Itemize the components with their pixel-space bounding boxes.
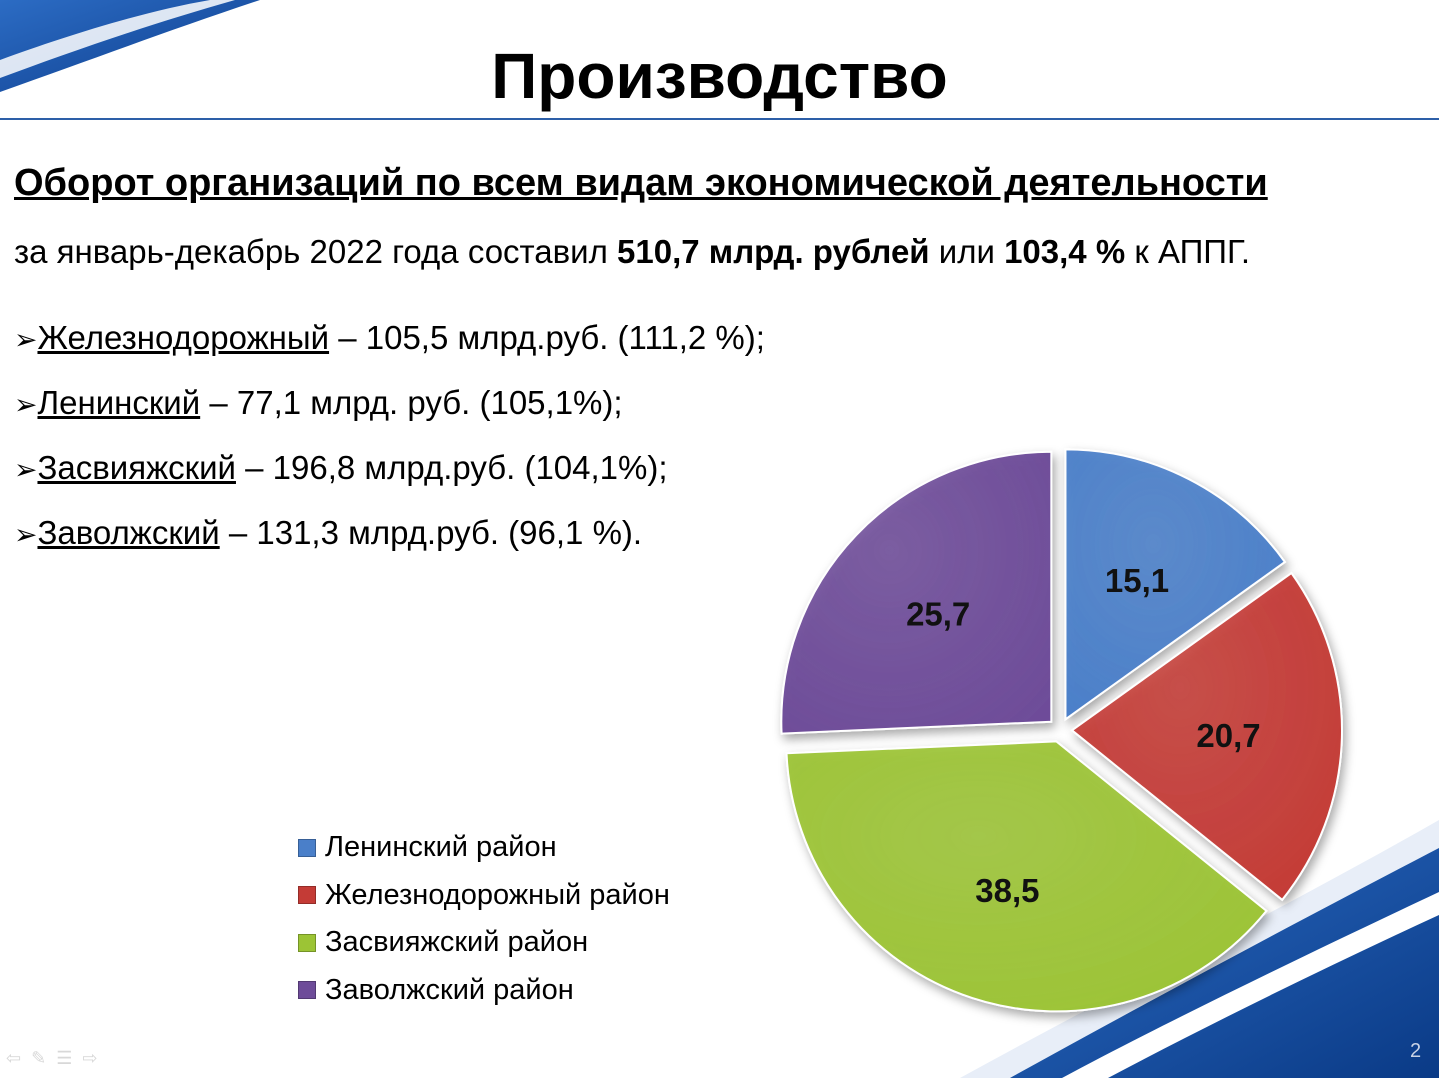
legend-item: Заволжский район [298, 967, 670, 1015]
summary-middle: или [929, 233, 1005, 270]
district-name: Заволжский [37, 514, 220, 551]
district-value: – 77,1 млрд. руб. (105,1%); [200, 384, 623, 421]
legend-swatch [298, 886, 316, 905]
arrow-right-icon[interactable]: ⇨ [82, 1048, 98, 1068]
top-left-swoosh [0, 0, 260, 92]
summary-line: за январь-декабрь 2022 года составил 510… [14, 230, 1250, 274]
district-item-zasviyazhsky: ➢Засвияжский – 196,8 млрд.руб. (104,1%); [14, 446, 668, 492]
arrow-left-icon[interactable]: ⇦ [6, 1048, 22, 1068]
legend-swatch [298, 933, 316, 952]
pie-slice [780, 450, 1053, 735]
legend-label: Заволжский район [325, 973, 574, 1006]
legend-swatch [298, 981, 316, 1000]
district-value: – 131,3 млрд.руб. (96,1 %). [219, 514, 643, 551]
bullet-arrow-icon: ➢ [14, 324, 38, 355]
pie-data-label: 38,5 [975, 872, 1039, 909]
bullet-arrow-icon: ➢ [14, 454, 38, 485]
summary-suffix: к АППГ. [1125, 233, 1251, 270]
district-name: Засвияжский [37, 449, 236, 486]
menu-icon[interactable]: ☰ [56, 1048, 73, 1068]
district-name: Железнодорожный [37, 319, 330, 356]
district-item-zavolzhsky: ➢Заволжский – 131,3 млрд.руб. (96,1 %). [14, 511, 642, 557]
pie-slice [1070, 571, 1343, 902]
bullet-arrow-icon: ➢ [14, 389, 38, 420]
pie-data-label: 15,1 [1105, 562, 1169, 599]
legend-item: Железнодорожный район [298, 872, 670, 920]
slideshow-nav: ⇦ ✎ ☰ ⇨ [6, 1048, 97, 1069]
pie-slice [1064, 448, 1287, 722]
bullet-arrow-icon: ➢ [14, 519, 38, 550]
chart-legend: Ленинский район Железнодорожный район Засв… [298, 824, 670, 1014]
section-heading: Оборот организаций по всем видам экономи… [14, 162, 1268, 204]
legend-swatch [298, 838, 316, 857]
title-divider [0, 118, 1439, 120]
district-value: – 105,5 млрд.руб. (111,2 %); [329, 319, 765, 356]
summary-prefix: за январь-декабрь 2022 года составил [14, 233, 618, 270]
pie-slice [785, 740, 1268, 1013]
bottom-right-swoosh [960, 820, 1439, 1078]
legend-label: Ленинский район [325, 831, 557, 864]
page-number: 2 [1410, 1040, 1422, 1062]
legend-label: Железнодорожный район [325, 878, 670, 911]
summary-percent: 103,4 % [1004, 233, 1126, 270]
legend-item: Ленинский район [298, 824, 670, 872]
summary-amount: 510,7 млрд. рублей [617, 233, 930, 270]
pie-chart: 15,1 20,7 38,5 25,7 [780, 448, 1343, 1013]
district-value: – 196,8 млрд.руб. (104,1%); [235, 449, 668, 486]
pie-data-label: 20,7 [1196, 717, 1260, 754]
legend-label: Засвияжский район [325, 926, 589, 959]
legend-item: Засвияжский район [298, 919, 670, 967]
slide-title: Производство [491, 40, 948, 112]
pen-icon[interactable]: ✎ [31, 1048, 47, 1068]
district-name: Ленинский [37, 384, 201, 421]
pie-data-label: 25,7 [906, 595, 970, 632]
district-item-leninsky: ➢Ленинский – 77,1 млрд. руб. (105,1%); [14, 381, 623, 427]
district-item-zheleznodorozhny: ➢Железнодорожный – 105,5 млрд.руб. (111,… [14, 316, 765, 362]
